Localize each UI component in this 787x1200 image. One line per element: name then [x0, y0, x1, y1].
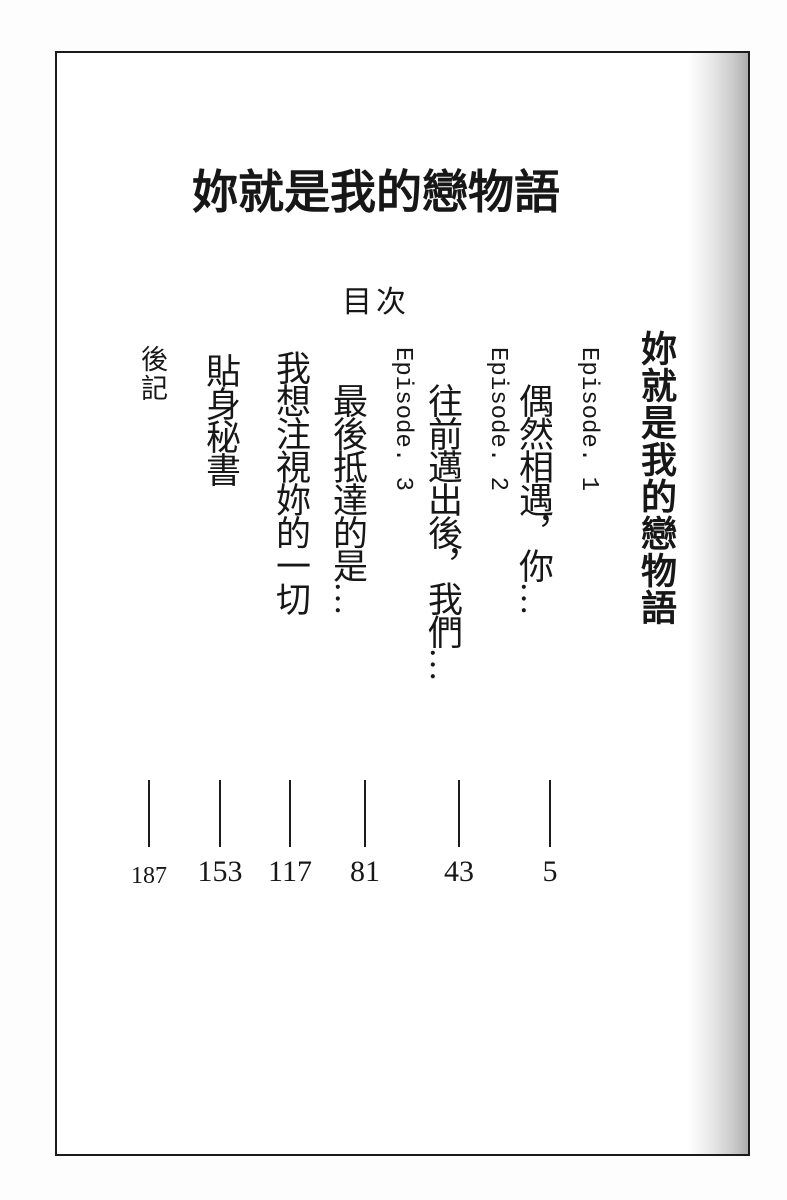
toc-entry-afterword-title: 後記	[137, 345, 167, 403]
toc-entry-episode-2: Episode. 2 往前邁出後，我們…	[422, 347, 514, 680]
toc-entry-episode-1: Episode. 1 偶然相遇，你…	[513, 347, 605, 614]
toc-heading: 目次	[342, 286, 410, 319]
leader-tick	[364, 780, 366, 847]
leader-tick	[549, 780, 551, 847]
leader-tick	[148, 780, 150, 847]
page-number: 153	[197, 855, 243, 888]
page-edge-shadow	[688, 53, 748, 1154]
episode-3-title: 最後抵達的是…	[328, 383, 367, 614]
toc-entry-extra-story-title: 我想注視妳的一切	[271, 350, 310, 614]
page-number: 5	[542, 855, 558, 888]
leader-tick	[219, 780, 221, 847]
episode-3-label: Episode. 3	[389, 347, 416, 492]
page-number: 81	[350, 855, 380, 888]
toc-entry-episode-3: Episode. 3 最後抵達的是…	[327, 347, 419, 614]
episode-2-label: Episode. 2	[484, 347, 511, 492]
page-border-frame: 妳就是我的戀物語 目次 妳就是我的戀物語 Episode. 1 偶然相遇，你… …	[55, 51, 750, 1156]
leader-tick	[458, 780, 460, 847]
page-number: 117	[268, 855, 312, 888]
episode-1-title: 偶然相遇，你…	[514, 383, 553, 614]
page-number: 43	[444, 855, 474, 888]
toc-entry-bonus-story-title: 貼身秘書	[201, 353, 240, 485]
leader-tick	[289, 780, 291, 847]
episode-2-title: 往前邁出後，我們…	[423, 383, 462, 680]
book-title: 妳就是我的戀物語	[192, 167, 560, 218]
toc-series-title-vertical: 妳就是我的戀物語	[636, 330, 676, 626]
page-number: 187	[131, 863, 167, 889]
episode-1-label: Episode. 1	[575, 347, 602, 492]
